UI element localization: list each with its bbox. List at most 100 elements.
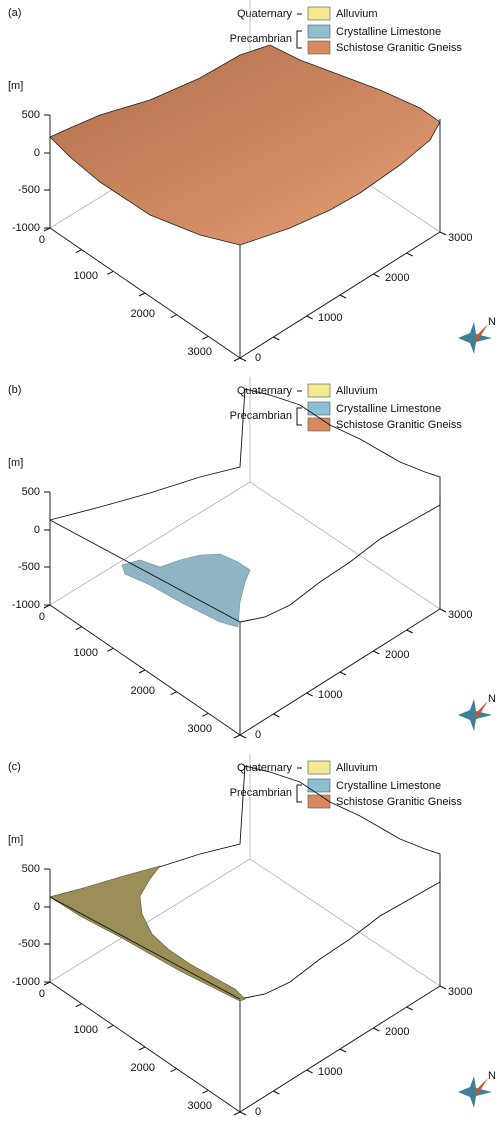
x-tick (202, 1090, 208, 1093)
x-tick (107, 648, 113, 651)
y-tick (307, 316, 313, 319)
x-tick-label: 0 (39, 234, 45, 246)
y-tick-label: 2000 (385, 649, 409, 661)
y-tick (340, 672, 346, 675)
x-tick (171, 315, 177, 318)
legend-item: Alluvium (336, 762, 378, 774)
legend-swatch (308, 7, 330, 20)
z-tick-label: -500 (18, 561, 40, 573)
legend-swatch (308, 384, 330, 397)
topo-line (240, 505, 440, 622)
x-tick (107, 1025, 113, 1028)
x-tick (139, 1047, 145, 1050)
y-tick-label: 1000 (318, 689, 342, 701)
z-unit: [m] (8, 80, 23, 92)
x-tick (107, 271, 113, 274)
y-tick-label: 3000 (448, 609, 472, 621)
z-tick-label: -1000 (12, 599, 40, 611)
y-tick (273, 714, 279, 717)
legend-item: Schistose Granitic Gneiss (336, 42, 462, 54)
x-tick (171, 1069, 177, 1072)
y-tick-label: 1000 (318, 312, 342, 324)
legend-bracket (297, 31, 302, 48)
y-tick (440, 986, 446, 989)
legend-group: Precambrian (230, 33, 292, 45)
panel-label: (c) (8, 761, 21, 773)
y-tick (240, 1112, 246, 1115)
north-label: N (488, 316, 496, 328)
legend-item: Crystalline Limestone (336, 26, 441, 38)
z-tick-label: 0 (34, 147, 40, 159)
y-tick (407, 253, 413, 256)
box-edge (50, 482, 440, 609)
y-tick (240, 358, 246, 361)
z-unit: [m] (8, 834, 23, 846)
y-tick-label: 2000 (385, 1026, 409, 1038)
x-tick (139, 670, 145, 673)
topo-line (240, 882, 440, 999)
figure: (a)QuaternaryPrecambrianAlluviumCrystall… (0, 0, 496, 1132)
y-tick (340, 1049, 346, 1052)
x-tick-label: 2000 (131, 1062, 155, 1074)
y-tick (273, 337, 279, 340)
x-tick (234, 735, 240, 738)
panel-label: (a) (8, 7, 21, 19)
y-tick (407, 1007, 413, 1010)
gneiss-surface (50, 45, 440, 245)
panel: (b)QuaternaryPrecambrianAlluviumCrystall… (8, 377, 496, 741)
panel-label: (b) (8, 384, 21, 396)
legend-item: Schistose Granitic Gneiss (336, 796, 462, 808)
x-tick-label: 2000 (131, 685, 155, 697)
y-tick-label: 3000 (448, 232, 472, 244)
x-tick-label: 0 (39, 988, 45, 1000)
legend-item: Crystalline Limestone (336, 403, 441, 415)
x-tick-label: 2000 (131, 308, 155, 320)
y-tick (307, 1070, 313, 1073)
y-tick (440, 609, 446, 612)
y-tick-label: 2000 (385, 272, 409, 284)
legend-swatch (308, 795, 330, 808)
legend-bracket (297, 785, 302, 802)
panel: (a)QuaternaryPrecambrianAlluviumCrystall… (8, 0, 496, 364)
north-label: N (488, 693, 496, 705)
box-edge (50, 492, 440, 735)
z-tick-label: 0 (34, 901, 40, 913)
y-tick-label: 0 (255, 1106, 261, 1118)
z-tick-label: 0 (34, 524, 40, 536)
y-tick-label: 0 (255, 352, 261, 364)
legend-swatch (308, 761, 330, 774)
x-tick (76, 250, 82, 253)
y-tick (407, 630, 413, 633)
x-tick-label: 3000 (188, 1100, 212, 1112)
legend-item: Alluvium (336, 385, 378, 397)
x-tick-label: 1000 (74, 270, 98, 282)
x-tick (234, 1112, 240, 1115)
z-tick-label: 500 (22, 486, 40, 498)
x-tick-label: 1000 (74, 647, 98, 659)
x-tick (76, 627, 82, 630)
z-tick-label: 500 (22, 863, 40, 875)
x-tick (202, 713, 208, 716)
x-tick (139, 293, 145, 296)
x-tick (202, 336, 208, 339)
z-tick-label: -1000 (12, 976, 40, 988)
limestone-body (122, 554, 250, 627)
y-tick (373, 1028, 379, 1031)
legend-item: Schistose Granitic Gneiss (336, 419, 462, 431)
z-tick-label: 500 (22, 109, 40, 121)
z-tick-label: -1000 (12, 222, 40, 234)
y-tick (273, 1091, 279, 1094)
legend-item: Crystalline Limestone (336, 780, 441, 792)
z-unit: [m] (8, 457, 23, 469)
legend-group: Precambrian (230, 787, 292, 799)
y-tick-label: 0 (255, 729, 261, 741)
alluvium-body (50, 866, 245, 1001)
x-tick (171, 692, 177, 695)
topo-line (50, 897, 240, 999)
legend-bracket (297, 408, 302, 425)
panel: (c)QuaternaryPrecambrianAlluviumCrystall… (8, 754, 496, 1118)
y-tick-label: 1000 (318, 1066, 342, 1078)
legend-group: Precambrian (230, 410, 292, 422)
legend-swatch (308, 25, 330, 38)
y-tick (440, 232, 446, 235)
